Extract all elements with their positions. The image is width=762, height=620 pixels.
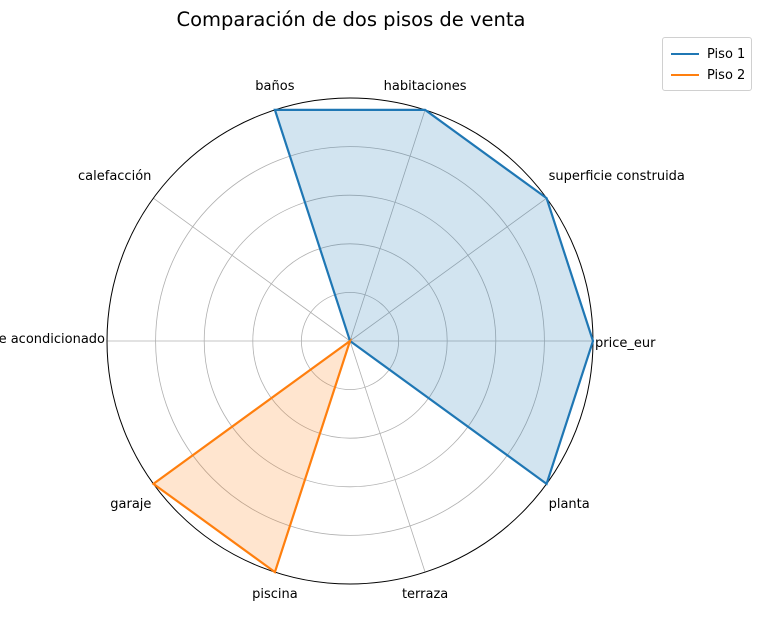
legend-item-series-1: Piso 1	[671, 45, 745, 63]
category-label-2: habitaciones	[384, 79, 467, 94]
legend-item-series-2: Piso 2	[671, 66, 745, 84]
spoke-8	[349, 340, 426, 573]
category-label-7: piscina	[252, 587, 298, 602]
series-fill-2	[153, 341, 350, 573]
label-layer: price_eur superficie construida habitacion…	[0, 79, 685, 602]
legend-label-series-2: Piso 2	[707, 67, 746, 83]
category-label-9: planta	[549, 497, 590, 512]
chart-title: Comparación de dos pisos de venta	[176, 8, 526, 31]
legend: Piso 1 Piso 2	[662, 37, 752, 91]
series-fill-1	[274, 109, 593, 484]
spoke-1	[349, 197, 547, 342]
category-label-0: price_eur	[595, 336, 656, 351]
spoke-4	[153, 197, 351, 342]
category-label-6: garaje	[110, 497, 151, 512]
spoke-2	[349, 109, 426, 342]
category-label-1: superficie construida	[549, 169, 685, 184]
series-line-2	[151, 338, 353, 574]
legend-label-series-1: Piso 1	[707, 46, 746, 62]
legend-swatch-series-2	[671, 74, 699, 76]
category-label-4: calefacción	[78, 169, 151, 184]
series-layer	[151, 108, 595, 574]
category-label-3: baños	[255, 79, 294, 94]
legend-swatch-series-1	[671, 53, 699, 55]
category-label-5: aire acondicionado	[0, 332, 105, 347]
category-label-8: terraza	[402, 587, 448, 602]
